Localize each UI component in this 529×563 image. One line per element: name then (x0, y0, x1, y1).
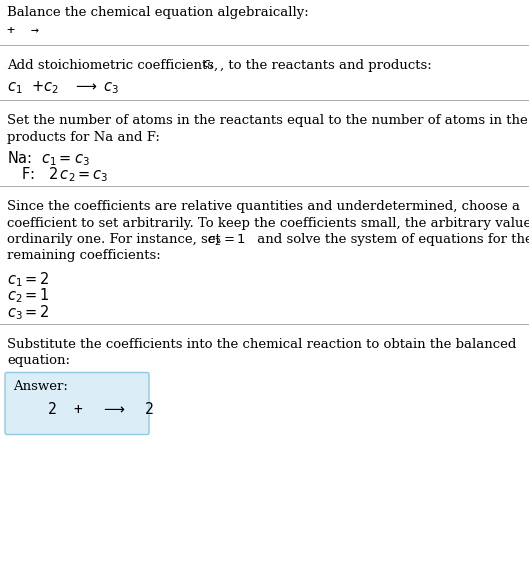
Text: Since the coefficients are relative quantities and underdetermined, choose a: Since the coefficients are relative quan… (7, 200, 520, 213)
Text: Na:  $c_1 = c_3$: Na: $c_1 = c_3$ (7, 149, 90, 168)
Text: $c_2 = 1$: $c_2 = 1$ (7, 287, 50, 305)
Text: Answer:: Answer: (13, 379, 68, 392)
Text: +  →: + → (7, 25, 39, 38)
Text: $c_1 = 2$: $c_1 = 2$ (7, 270, 50, 289)
Text: equation:: equation: (7, 354, 70, 367)
Text: Set the number of atoms in the reactants equal to the number of atoms in the: Set the number of atoms in the reactants… (7, 114, 528, 127)
Text: remaining coefficients:: remaining coefficients: (7, 249, 161, 262)
Text: $c_3 = 2$: $c_3 = 2$ (7, 303, 50, 321)
Text: coefficient to set arbitrarily. To keep the coefficients small, the arbitrary va: coefficient to set arbitrarily. To keep … (7, 217, 529, 230)
Text: products for Na and F:: products for Na and F: (7, 131, 160, 144)
Text: ordinarily one. For instance, set: ordinarily one. For instance, set (7, 233, 225, 246)
FancyBboxPatch shape (5, 373, 149, 435)
Text: , to the reactants and products:: , to the reactants and products: (220, 59, 432, 72)
Text: Balance the chemical equation algebraically:: Balance the chemical equation algebraica… (7, 6, 309, 19)
Text: F:   $2\,c_2 = c_3$: F: $2\,c_2 = c_3$ (21, 166, 108, 184)
Text: 2  +  $\longrightarrow$  2: 2 + $\longrightarrow$ 2 (21, 401, 154, 418)
Text: $c_i$: $c_i$ (202, 59, 214, 72)
Text: Substitute the coefficients into the chemical reaction to obtain the balanced: Substitute the coefficients into the che… (7, 337, 516, 351)
Text: and solve the system of equations for the: and solve the system of equations for th… (253, 233, 529, 246)
Text: Add stoichiometric coefficients,: Add stoichiometric coefficients, (7, 59, 222, 72)
Text: $c_1$  +$c_2$   $\longrightarrow$ $c_3$: $c_1$ +$c_2$ $\longrightarrow$ $c_3$ (7, 79, 120, 96)
Text: $c_2 = 1$: $c_2 = 1$ (207, 233, 246, 248)
